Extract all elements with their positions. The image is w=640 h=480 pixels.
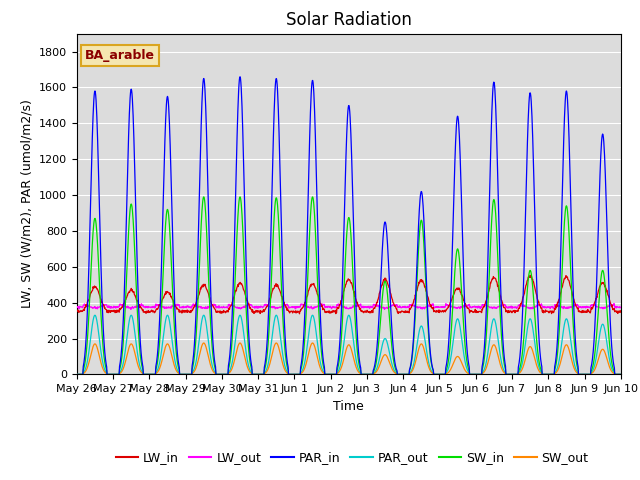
PAR_in <box>434 372 442 377</box>
LW_in <box>526 273 534 278</box>
SW_in <box>505 372 513 377</box>
Text: BA_arable: BA_arable <box>85 49 155 62</box>
SW_out <box>200 340 207 346</box>
Line: LW_in: LW_in <box>77 276 621 314</box>
SW_out <box>553 369 561 375</box>
PAR_out <box>434 372 442 377</box>
Line: PAR_out: PAR_out <box>77 315 621 374</box>
PAR_in <box>180 372 188 377</box>
SW_in <box>553 359 561 364</box>
PAR_out <box>91 312 99 318</box>
Line: PAR_in: PAR_in <box>77 77 621 374</box>
SW_out <box>617 372 625 377</box>
SW_out <box>434 372 442 377</box>
LW_in <box>255 308 262 314</box>
PAR_in <box>505 372 513 377</box>
Y-axis label: LW, SW (W/m2), PAR (umol/m2/s): LW, SW (W/m2), PAR (umol/m2/s) <box>20 99 33 309</box>
Title: Solar Radiation: Solar Radiation <box>286 11 412 29</box>
LW_out <box>73 304 81 310</box>
SW_in <box>255 372 263 377</box>
LW_in <box>180 308 188 314</box>
LW_in <box>505 308 513 313</box>
SW_out <box>73 372 81 377</box>
Line: LW_out: LW_out <box>77 303 621 310</box>
LW_out <box>505 304 513 310</box>
LW_out <box>553 302 561 308</box>
LW_out <box>381 307 388 312</box>
Line: SW_in: SW_in <box>77 197 621 374</box>
LW_in <box>617 308 625 313</box>
PAR_out <box>505 372 513 377</box>
PAR_in <box>553 349 561 355</box>
LW_in <box>296 311 303 317</box>
Line: SW_out: SW_out <box>77 343 621 374</box>
LW_out <box>194 303 202 309</box>
SW_in <box>200 194 207 200</box>
SW_in <box>434 372 442 377</box>
SW_in <box>194 302 202 308</box>
SW_in <box>617 372 625 377</box>
PAR_in <box>617 372 625 377</box>
LW_in <box>73 308 81 313</box>
SW_out <box>194 359 202 365</box>
SW_out <box>255 372 263 377</box>
Legend: LW_in, LW_out, PAR_in, PAR_out, SW_in, SW_out: LW_in, LW_out, PAR_in, PAR_out, SW_in, S… <box>111 446 593 469</box>
PAR_out <box>553 367 561 373</box>
PAR_out <box>73 372 81 377</box>
SW_out <box>505 372 513 377</box>
LW_out <box>255 305 262 311</box>
LW_out <box>617 304 625 310</box>
PAR_out <box>195 346 202 351</box>
PAR_in <box>73 372 81 377</box>
X-axis label: Time: Time <box>333 400 364 413</box>
PAR_in <box>194 255 202 261</box>
LW_in <box>553 304 561 310</box>
PAR_out <box>181 372 189 377</box>
LW_out <box>180 304 188 310</box>
LW_out <box>610 300 618 306</box>
PAR_in <box>255 372 263 377</box>
LW_out <box>434 305 442 311</box>
PAR_in <box>236 74 244 80</box>
SW_out <box>180 372 188 377</box>
SW_in <box>73 372 81 377</box>
LW_in <box>434 308 442 314</box>
PAR_out <box>617 372 625 377</box>
SW_in <box>180 372 188 377</box>
LW_in <box>194 296 202 301</box>
PAR_out <box>255 372 263 377</box>
